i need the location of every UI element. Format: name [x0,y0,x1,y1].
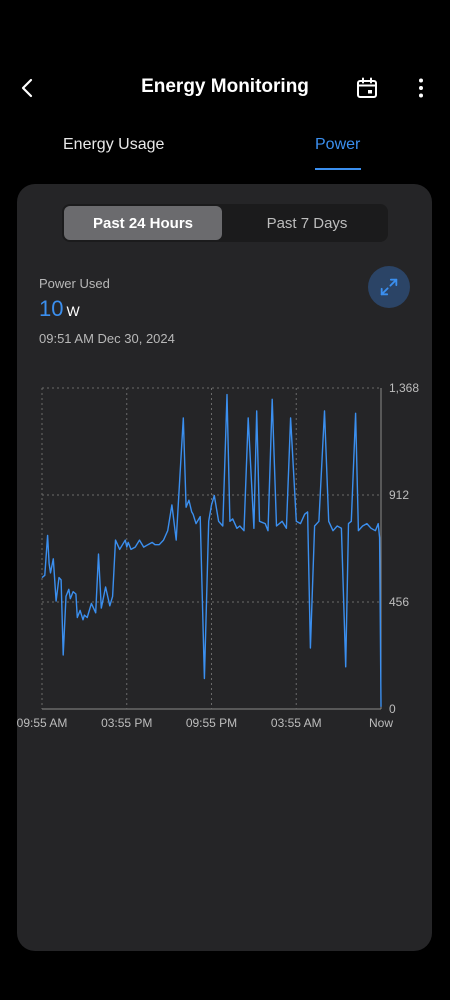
metric-label: Power Used [39,276,110,291]
metric-timestamp: 09:51 AM Dec 30, 2024 [39,331,175,346]
power-chart: 1,368 912 456 0 09:55 AM 03:55 PM 09:55 PM 03:5… [17,381,419,730]
calendar-button[interactable] [352,73,382,103]
metric-value: 10 W [39,296,80,322]
range-past-24-hours[interactable]: Past 24 Hours [64,206,222,240]
x-tick-label: Now [369,716,393,730]
tab-bar: Energy Usage Power [0,128,450,176]
tab-energy-usage[interactable]: Energy Usage [63,136,165,153]
expand-icon [380,278,398,296]
x-tick-label: 09:55 PM [186,716,237,730]
power-card: Past 24 Hours Past 7 Days Power Used 10 W… [17,184,432,951]
back-button[interactable] [12,72,44,104]
metric-unit: W [66,303,80,319]
x-tick-label: 09:55 AM [17,716,67,730]
y-tick-label: 0 [389,702,396,716]
back-arrow-icon [21,78,33,98]
y-tick-label: 456 [389,595,409,609]
range-selector: Past 24 Hours Past 7 Days [62,204,388,242]
expand-chart-button[interactable] [368,266,410,308]
power-series-line [41,393,382,707]
active-tab-indicator [315,168,361,170]
more-vertical-icon [419,78,423,98]
y-tick-label: 1,368 [389,381,419,395]
x-tick-label: 03:55 AM [271,716,322,730]
y-tick-label: 912 [389,488,409,502]
tab-power[interactable]: Power [315,136,361,153]
x-tick-label: 03:55 PM [101,716,152,730]
metric-number: 10 [39,296,64,321]
range-past-7-days[interactable]: Past 7 Days [266,214,348,232]
page-title: Energy Monitoring [141,76,309,97]
more-options-button[interactable] [406,73,436,103]
app-header: Energy Monitoring [0,60,450,116]
calendar-icon [357,77,377,98]
